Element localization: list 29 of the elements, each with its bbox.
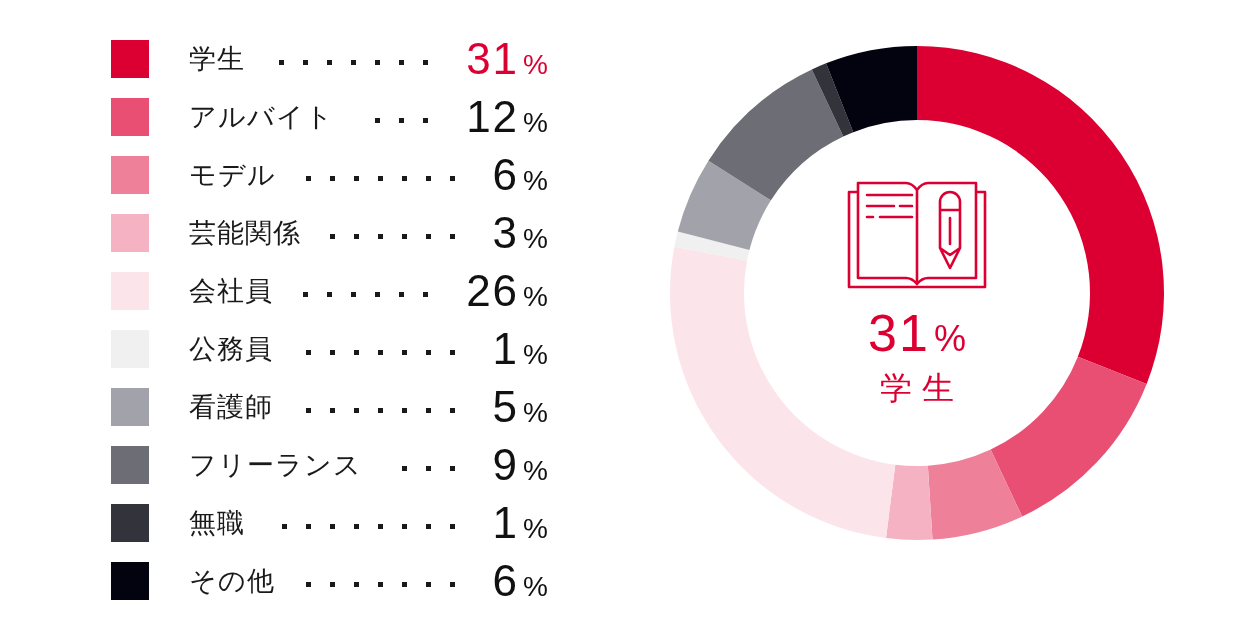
data-label: 31% [466, 34, 548, 83]
legend-label: 無職 [189, 506, 245, 540]
text: 学 生 [879, 369, 955, 407]
data-label: 5% [492, 382, 548, 431]
legend-label: その他 [189, 564, 275, 598]
data-label: 3% [492, 208, 548, 257]
donut-slice [677, 160, 771, 250]
data-label: 1% [492, 324, 548, 373]
legend-label: 芸能関係 [189, 216, 301, 250]
donut-slice [990, 356, 1147, 517]
donut-slice [886, 464, 933, 540]
data-label: 9% [492, 440, 548, 489]
legend-label: アルバイト [189, 100, 334, 134]
legend-label: 看護師 [189, 390, 273, 424]
text: 31% [868, 304, 966, 362]
data-label: 1% [492, 498, 548, 547]
donut-slice [927, 449, 1023, 540]
legend-label: 学生 [189, 42, 245, 76]
legend-label: 公務員 [189, 332, 273, 366]
legend-label: 会社員 [189, 274, 273, 308]
data-label: 6% [492, 150, 548, 199]
legend-label: フリーランス [189, 448, 362, 482]
data-label: 6% [492, 556, 548, 605]
legend-label: モデル [189, 158, 276, 192]
donut-slice [811, 63, 854, 137]
donut-slice [708, 69, 844, 201]
donut-slice [826, 46, 917, 133]
data-label: 26% [466, 266, 548, 315]
data-label: 12% [466, 92, 548, 141]
